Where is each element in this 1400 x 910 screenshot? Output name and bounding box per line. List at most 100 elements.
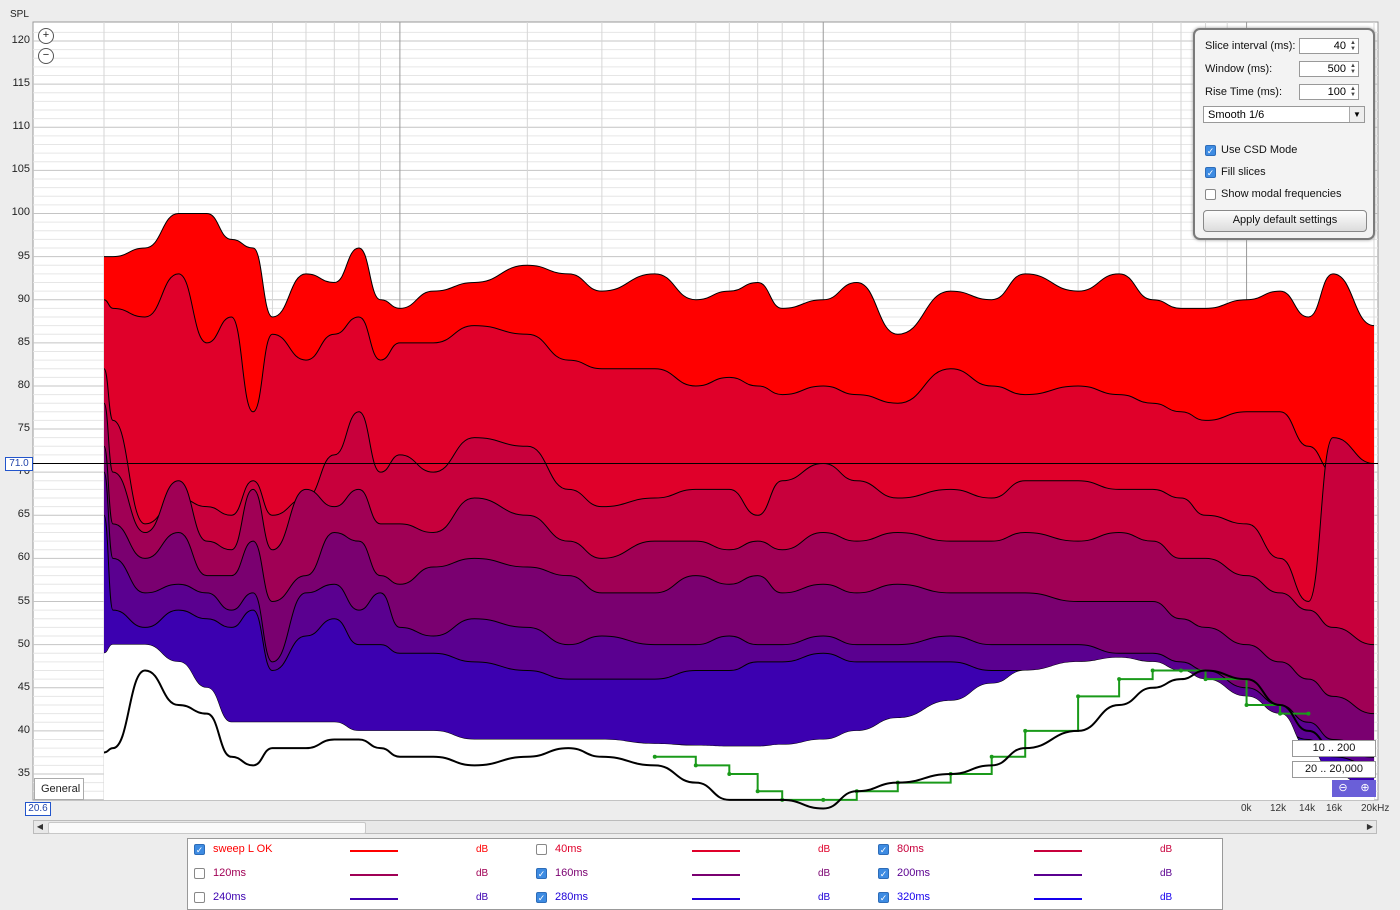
legend-unit: dB — [476, 844, 489, 855]
chevron-down-icon: ▼ — [1349, 107, 1364, 122]
legend-unit: dB — [476, 868, 489, 879]
y-tick-label: 50 — [17, 637, 30, 650]
x-tick-label: 16k — [1326, 803, 1343, 814]
y-tick-label: 90 — [17, 292, 30, 305]
legend-label: 40ms — [555, 843, 582, 855]
legend-line-swatch — [692, 898, 740, 900]
checkbox-icon[interactable]: ✓ — [878, 891, 889, 903]
checkbox-icon[interactable]: ✓ — [194, 843, 205, 855]
checkbox-icon — [1205, 188, 1216, 200]
legend-unit: dB — [1160, 892, 1173, 903]
x-tick-label: 20kHz — [1361, 803, 1390, 814]
y-tick-label: 40 — [17, 723, 30, 736]
zoom-out-icon[interactable]: ⊖ — [1338, 782, 1348, 794]
csd-chart[interactable] — [0, 0, 1400, 820]
step-marker — [755, 789, 760, 794]
step-marker — [652, 754, 657, 759]
window-input[interactable]: 500 ▲ ▼ — [1299, 61, 1359, 77]
legend-unit: dB — [1160, 868, 1173, 879]
legend-item[interactable]: ✓ 320ms — [878, 891, 930, 903]
step-marker — [1178, 668, 1183, 673]
step-marker — [1203, 677, 1208, 682]
legend-unit: dB — [818, 844, 831, 855]
step-marker — [1076, 694, 1081, 699]
step-marker — [1306, 711, 1311, 716]
slice-outline — [103, 445, 1375, 715]
y-tick-label: 45 — [17, 680, 30, 693]
zoom-in-icon[interactable]: ⊕ — [1360, 782, 1370, 794]
step-marker — [1150, 668, 1155, 673]
range-20-20000-button[interactable]: 20 .. 20,000 — [1292, 761, 1376, 778]
y-tick-label: 35 — [17, 767, 30, 779]
legend-label: 200ms — [897, 867, 931, 879]
legend-item[interactable]: ✓ 280ms — [536, 891, 588, 903]
checkbox-icon[interactable] — [194, 891, 205, 903]
checkbox-icon[interactable] — [194, 867, 205, 879]
x-tick-label: 14k — [1299, 803, 1316, 814]
y-tick-label: 55 — [17, 594, 30, 607]
smoothing-select[interactable]: Smooth 1/6 ▼ — [1203, 106, 1365, 123]
slice-interval-label: Slice interval (ms): — [1205, 40, 1296, 52]
overlay-response-line — [103, 669, 1375, 810]
range-10-200-button[interactable]: 10 .. 200 — [1292, 740, 1376, 757]
legend-label: 280ms — [555, 891, 589, 903]
legend-item[interactable]: ✓ 80ms — [878, 843, 924, 855]
csd-settings-panel: Slice interval (ms): 40 ▲ ▼ Window (ms): 5… — [1193, 28, 1375, 240]
legend-line-swatch — [1034, 850, 1082, 852]
legend-item[interactable]: 40ms — [536, 843, 582, 855]
legend-line-swatch — [350, 898, 398, 900]
apply-default-settings-button[interactable]: Apply default settings — [1203, 210, 1367, 232]
legend-unit: dB — [818, 892, 831, 903]
y-tick-label: 105 — [11, 163, 30, 176]
step-marker — [1278, 711, 1283, 716]
legend-table: ✓ sweep L OK dB 40ms dB ✓ 80ms dB 120ms dB ✓ 160ms d… — [187, 838, 1223, 910]
step-marker — [1023, 728, 1028, 733]
spinner-icon[interactable]: ▲ ▼ — [1350, 40, 1356, 52]
general-tab[interactable]: General — [34, 778, 84, 800]
scroll-right-icon[interactable]: ▶ — [1366, 822, 1374, 831]
checkbox-icon[interactable]: ✓ — [536, 891, 547, 903]
legend-item[interactable]: 120ms — [194, 867, 246, 879]
legend-unit: dB — [476, 892, 489, 903]
legend-unit: dB — [818, 868, 831, 879]
y-tick-label: 75 — [17, 422, 30, 435]
y-tick-label: 95 — [17, 249, 30, 262]
show-modal-checkbox[interactable]: Show modal frequencies — [1205, 188, 1341, 200]
legend-item[interactable]: ✓ 160ms — [536, 867, 588, 879]
front-floor — [104, 644, 1374, 800]
checkbox-icon[interactable]: ✓ — [878, 867, 889, 879]
horizontal-scrollbar[interactable]: ◀ ▶ — [33, 820, 1377, 834]
x-tick-label: 12k — [1270, 803, 1287, 814]
legend-item[interactable]: ✓ 200ms — [878, 867, 930, 879]
zoom-out-icon[interactable]: − — [38, 48, 54, 64]
checkbox-icon[interactable] — [536, 843, 547, 855]
y-tick-label: 120 — [11, 34, 30, 46]
step-marker — [1117, 677, 1122, 682]
legend-item[interactable]: 240ms — [194, 891, 246, 903]
step-marker — [989, 754, 994, 759]
zoom-in-icon[interactable]: + — [38, 28, 54, 44]
spinner-icon[interactable]: ▲ ▼ — [1350, 86, 1356, 98]
window-label: Window (ms): — [1205, 63, 1273, 75]
checkbox-icon: ✓ — [1205, 144, 1216, 156]
scrollbar-thumb[interactable] — [48, 822, 366, 834]
cursor-y-readout: 71.0 — [5, 457, 33, 471]
legend-line-swatch — [1034, 898, 1082, 900]
legend-label: 240ms — [213, 891, 247, 903]
legend-line-swatch — [692, 850, 740, 852]
step-marker — [821, 797, 826, 802]
checkbox-icon[interactable]: ✓ — [878, 843, 889, 855]
legend-item[interactable]: ✓ sweep L OK — [194, 843, 273, 855]
slice-outline — [104, 212, 1375, 335]
checkbox-icon[interactable]: ✓ — [536, 867, 547, 879]
legend-line-swatch — [1034, 874, 1082, 876]
fill-slices-checkbox[interactable]: ✓ Fill slices — [1205, 166, 1266, 178]
scroll-left-icon[interactable]: ◀ — [36, 822, 44, 831]
y-axis-label: SPL — [10, 9, 29, 20]
y-tick-label: 110 — [12, 120, 30, 133]
slice-interval-input[interactable]: 40 ▲ ▼ — [1299, 38, 1359, 54]
rise-time-input[interactable]: 100 ▲ ▼ — [1299, 84, 1359, 100]
y-tick-label: 115 — [12, 77, 30, 90]
spinner-icon[interactable]: ▲ ▼ — [1350, 63, 1356, 75]
use-csd-checkbox[interactable]: ✓ Use CSD Mode — [1205, 144, 1298, 156]
